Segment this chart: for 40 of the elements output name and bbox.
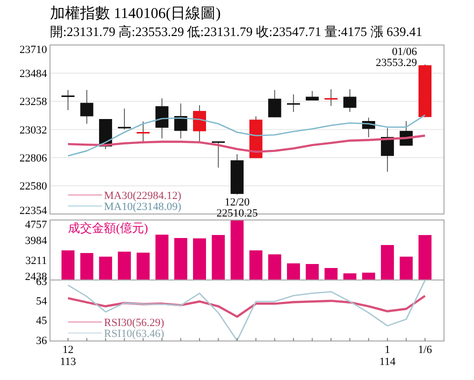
x-tick-label: 1 114	[379, 344, 396, 368]
line-series	[66, 294, 426, 318]
chart-title: 加權指數 1140106(日線圖)	[50, 5, 221, 22]
line-series	[67, 280, 426, 342]
y-tick-label: 23258	[20, 96, 48, 108]
candlestick	[286, 94, 300, 112]
chart-subtitle: 開:23131.79 高:23553.29 低:23131.79 收:23547.71 量:4175 漲 639.41	[50, 24, 422, 39]
x-tick-label: 12 113	[60, 344, 77, 368]
legend-label: RSI30(56.29)	[104, 316, 165, 329]
candlestick	[324, 88, 338, 106]
legend-label: MA10(23148.09)	[104, 200, 182, 213]
y-tick-label: 22806	[20, 152, 48, 165]
y-tick-label: 45	[36, 315, 48, 328]
y-tick-label: 4757	[25, 218, 48, 231]
candlestick	[136, 121, 150, 144]
y-tick-label: 54	[36, 296, 48, 308]
annotation: 12/20 22510.25	[216, 196, 258, 220]
y-tick-label: 22354	[20, 204, 48, 217]
chart-title: 成交金額(億元)	[68, 221, 148, 235]
candlestick	[306, 90, 319, 101]
candlestick	[268, 90, 282, 118]
legend-label: RSI10(63.46)	[104, 328, 165, 340]
candlestick	[174, 103, 188, 139]
y-tick-label: 22580	[20, 180, 48, 193]
candlestick	[212, 140, 225, 168]
y-tick-label: 36	[36, 334, 48, 347]
candlestick	[118, 108, 131, 130]
candlestick	[155, 98, 168, 139]
candlestick	[62, 90, 74, 111]
candlestick	[193, 104, 206, 143]
x-tick-label: 1/6	[418, 344, 433, 356]
y-tick-label: 23484	[20, 68, 48, 80]
annotation: 01/06 23553.29	[376, 46, 418, 69]
legend-label: MA30(22984.12)	[104, 190, 182, 202]
y-tick-label: 3984	[25, 234, 48, 247]
y-tick-label: 23032	[20, 124, 47, 136]
y-tick-label: 23710	[20, 44, 48, 56]
candlestick	[80, 90, 94, 124]
candlestick	[343, 88, 356, 112]
y-tick-label: 3211	[25, 254, 47, 267]
